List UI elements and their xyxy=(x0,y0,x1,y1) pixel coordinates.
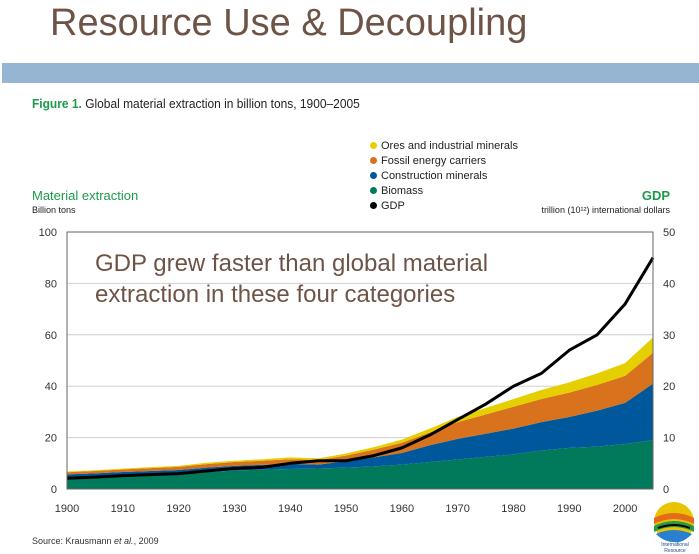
source-suffix: , 2009 xyxy=(133,536,159,546)
legend-swatch xyxy=(370,142,377,149)
right-axis-unit: trillion (10¹²) international dollars xyxy=(541,205,670,215)
legend-swatch xyxy=(370,202,377,209)
x-tick-label: 1970 xyxy=(445,503,469,515)
left-axis-unit: Billion tons xyxy=(32,205,76,215)
right-tick-label: 0 xyxy=(663,484,669,496)
area-construction-minerals xyxy=(67,383,653,478)
legend-item: Construction minerals xyxy=(370,168,518,183)
legend-label: Ores and industrial minerals xyxy=(381,139,518,152)
area-fossil-energy-carriers xyxy=(67,352,653,475)
plot-frame xyxy=(66,231,654,490)
right-tick-label: 50 xyxy=(663,227,675,239)
x-tick-label: 1940 xyxy=(278,503,302,515)
legend-item: Fossil energy carriers xyxy=(370,153,518,168)
x-tick-label: 1930 xyxy=(222,503,246,515)
figure-caption: Global material extraction in billion to… xyxy=(85,96,360,111)
source-note: Source: Krausmann et al., 2009 xyxy=(32,536,159,546)
legend-item: Biomass xyxy=(370,183,518,198)
source-prefix: Source: Krausmann xyxy=(32,536,115,546)
right-tick-label: 10 xyxy=(663,433,675,445)
area-biomass xyxy=(67,440,653,489)
left-tick-label: 20 xyxy=(45,433,57,445)
x-tick-label: 1960 xyxy=(390,503,414,515)
left-tick-label: 40 xyxy=(45,381,57,393)
legend-swatch xyxy=(370,157,377,164)
legend-swatch xyxy=(370,187,377,194)
legend-label: Biomass xyxy=(381,184,424,197)
gdp-line xyxy=(66,256,655,480)
x-tick-label: 1920 xyxy=(166,503,190,515)
legend-swatch xyxy=(370,172,377,179)
x-tick-label: 1980 xyxy=(501,503,525,515)
right-tick-label: 40 xyxy=(663,278,675,290)
right-tick-label: 20 xyxy=(663,381,675,393)
left-tick-label: 60 xyxy=(45,330,57,342)
right-axis-title: GDP xyxy=(641,188,670,203)
left-tick-label: 100 xyxy=(39,227,57,239)
left-tick-label: 0 xyxy=(51,484,57,496)
legend-label: GDP xyxy=(381,199,405,212)
x-tick-label: 2000 xyxy=(613,503,637,515)
left-tick-label: 80 xyxy=(45,278,57,290)
figure-label: Figure 1. xyxy=(32,96,82,111)
header-band xyxy=(2,63,699,83)
left-axis-title: Material extraction xyxy=(32,188,139,203)
x-tick-label: 1950 xyxy=(334,503,358,515)
legend-item: Ores and industrial minerals xyxy=(370,138,518,153)
annotation-text: GDP grew faster than global material ext… xyxy=(95,250,489,308)
right-tick-label: 30 xyxy=(663,330,675,342)
organization-logo xyxy=(654,502,694,543)
legend-label: Construction minerals xyxy=(381,169,488,182)
x-tick-label: 1990 xyxy=(557,503,581,515)
logo-text: International Resource xyxy=(661,542,689,554)
source-italic: et al. xyxy=(114,536,134,546)
legend-item: GDP xyxy=(370,198,518,213)
x-tick-label: 1900 xyxy=(55,503,79,515)
legend-label: Fossil energy carriers xyxy=(381,154,487,167)
x-tick-label: 1910 xyxy=(111,503,135,515)
figure-title: Figure 1. Global material extraction in … xyxy=(32,96,360,111)
slide-title: Resource Use & Decoupling xyxy=(50,2,528,44)
legend: Ores and industrial minerals Fossil energ… xyxy=(370,138,518,213)
